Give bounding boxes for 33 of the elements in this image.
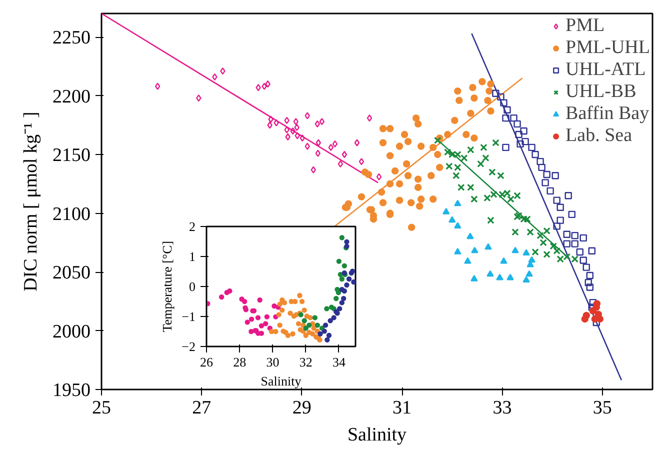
x-tick-label: 25 [92,398,111,418]
y-tick-label: 2000 [52,321,90,342]
legend-label: PML-UHL [566,37,650,59]
x-axis-title: Salinity [260,374,302,388]
legend-label: Baffin Bay [566,103,650,125]
legend-label: UHL-ATL [566,59,646,81]
x-tick-label: 27 [192,398,212,418]
legend-label: UHL-BB [566,81,636,103]
x-tick-label: 29 [292,398,312,418]
x-tick-label: 28 [233,354,246,370]
y-tick-label: −1 [182,309,196,324]
x-tick-label: 32 [299,354,312,370]
y-tick-label: 2100 [52,204,90,225]
y-axis-title: Temperature [°C] [160,240,175,332]
y-tick-label: −2 [182,339,196,354]
x-axis-title: Salinity [347,424,408,446]
y-tick-label: 2 [189,219,196,234]
y-tick-label: 2050 [52,262,90,284]
y-axis-title: DIC norm [ μmol kg⁻¹ ] [20,112,42,292]
legend-label: PML [566,15,605,37]
x-tick-label: 26 [200,354,214,370]
y-tick-label: 1950 [52,380,90,401]
x-tick-label: 34 [332,354,346,370]
x-tick-label: 31 [392,398,412,418]
y-tick-label: 1 [189,249,196,264]
x-tick-label: 35 [592,398,612,418]
y-tick-label: 2200 [52,86,90,108]
x-tick-label: 33 [492,398,512,418]
y-tick-label: 2150 [52,145,90,166]
x-tick-label: 30 [266,354,280,370]
y-tick-label: 2250 [52,28,90,48]
y-tick-label: 0 [189,279,196,294]
legend-label: Lab. Sea [566,125,632,147]
